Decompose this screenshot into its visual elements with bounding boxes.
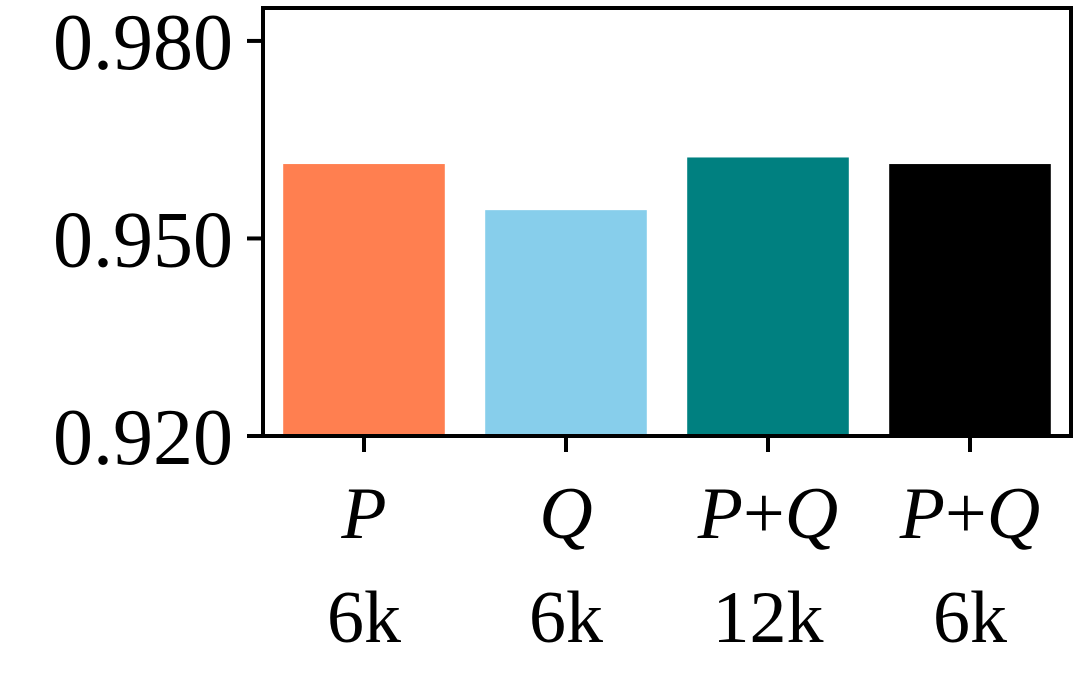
bar-2	[687, 157, 849, 436]
bar-3	[889, 164, 1051, 436]
x-axis: P 6k Q 6k P+Q 12k P+Q 6k	[327, 436, 1040, 659]
y-tick-label-1: 0.950	[53, 196, 233, 284]
bar-0	[283, 164, 445, 436]
x-tick-label-top-3: P+Q	[899, 473, 1040, 555]
plot-frame	[261, 6, 1073, 438]
y-tick-label-0: 0.920	[53, 394, 233, 482]
x-tick-label-top-1: Q	[539, 473, 592, 555]
x-tick-label-top-2: P+Q	[697, 473, 838, 555]
bars-group	[283, 157, 1051, 436]
bar-1	[485, 210, 647, 436]
x-tick-label-bottom-3: 6k	[933, 577, 1007, 659]
y-tick-label-2: 0.980	[53, 0, 233, 87]
x-tick-label-top-0: P	[340, 473, 386, 555]
x-tick-label-bottom-0: 6k	[327, 577, 401, 659]
x-tick-label-bottom-2: 12k	[713, 577, 824, 659]
x-tick-label-bottom-1: 6k	[529, 577, 603, 659]
y-axis: 0.920 0.950 0.980	[53, 0, 263, 482]
